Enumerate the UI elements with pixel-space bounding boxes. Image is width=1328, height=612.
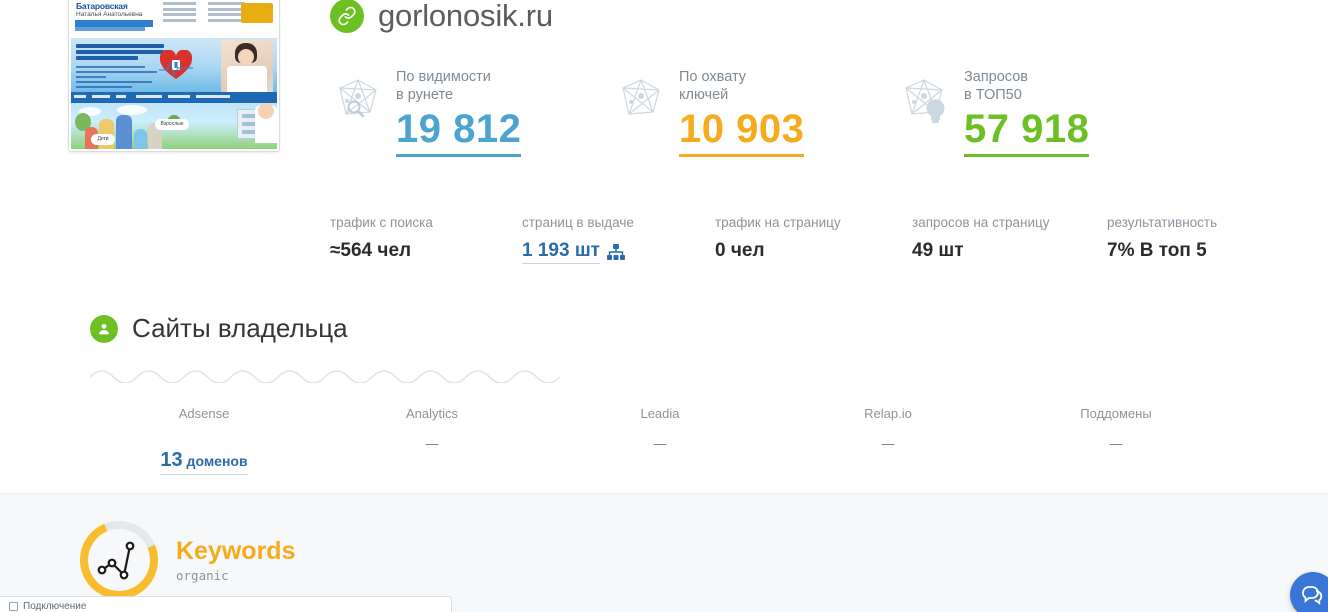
owner-column-subdomains-value: — [1109,436,1123,451]
stat-search-traffic-value: ≈564 чел [330,240,412,261]
domain-name[interactable]: gorlonosik.ru [378,0,553,33]
metric-keyword-coverage-value[interactable]: 10 903 [679,106,805,157]
top50-bulb-icon [905,79,945,123]
metric-visibility: По видимости в рунете 19 812 [330,68,613,157]
thumbnail-bubble-kids: Дети [91,134,115,145]
thumbnail-hero [71,38,277,102]
thumbnail-header: Батаровская Наталья Анатольевна [71,0,277,38]
thumbnail-title-strip-2 [75,27,145,31]
site-thumbnail[interactable]: Батаровская Наталья Анатольевна [68,0,280,152]
owner-column-analytics: Analytics — [318,406,546,475]
thumbnail-cta-button [241,3,273,23]
metric-visibility-value[interactable]: 19 812 [396,106,522,157]
thumbnail-illustration: Дети Взрослые [71,102,277,149]
stat-traffic-per-page-value: 0 чел [715,240,765,261]
owner-column-relap: Relap.io — [774,406,1002,475]
stat-traffic-per-page-label: трафик на страницу [715,215,841,230]
thumbnail-hero-text [76,44,164,91]
wave-divider [90,370,560,383]
thumbnail-heart-icon [159,50,193,79]
owner-column-relap-value: — [881,436,895,451]
thumbnail-nav [71,92,277,103]
link-icon [330,0,364,33]
owner-column-subdomains: Поддомены — [1002,406,1230,475]
stat-effectiveness-label: результативность [1107,215,1218,230]
owner-column-leadia-label: Leadia [640,406,680,421]
select-all-checkbox[interactable] [9,602,18,611]
chat-bubbles-icon[interactable] [1290,572,1328,612]
owner-column-leadia-value: — [653,436,667,451]
metric-visibility-label: По видимости в рунете [396,69,491,103]
visibility-network-icon [339,79,377,118]
thumbnail-doctor-surname: Батаровская [76,1,128,11]
owner-sites-title: Сайты владельца [132,313,348,343]
owner-sites-header: Сайты владельца [90,313,348,344]
stat-pages-in-serp: страниц в выдаче 1 193 шт [522,214,715,264]
thumbnail-doctor-name: Наталья Анатольевна [76,11,143,18]
owner-sites-columns: Adsense 13 доменов Analytics — Leadia — … [90,406,1250,475]
keywords-subtitle: organic [176,567,229,583]
owner-column-analytics-label: Analytics [405,406,459,421]
domain-header: gorlonosik.ru [330,0,553,34]
primary-metrics: По видимости в рунете 19 812 По охвату к… [330,68,1090,157]
site-thumbnail-image: Батаровская Наталья Анатольевна [71,0,277,149]
secondary-metrics: трафик с поиска ≈564 чел страниц в выдач… [330,214,1217,264]
metric-top50-label: Запросов в ТОП50 [964,69,1028,103]
owner-column-adsense: Adsense 13 доменов [90,406,318,475]
stat-queries-per-page-value: 49 шт [912,240,964,261]
stat-effectiveness: результативность 7% В топ 5 [1107,214,1217,264]
thumbnail-contacts [163,2,245,24]
owner-column-adsense-label: Adsense [178,406,230,421]
keywords-branding: Keywords organic [78,519,295,601]
owner-column-adsense-value[interactable]: 13 доменов [160,449,248,475]
bottom-sheet-label: Подключение [23,601,87,612]
sitemap-icon[interactable] [606,244,625,260]
stat-queries-per-page: запросов на страницу 49 шт [912,214,1107,264]
stat-search-traffic-label: трафик с поиска [330,215,433,230]
owner-column-relap-label: Relap.io [864,406,912,421]
metric-keyword-coverage: По охвату ключей 10 903 [613,68,898,157]
thumbnail-bubble-adults: Взрослые [155,118,189,130]
thumbnail-title-strip [75,20,153,27]
keywords-title: Keywords [176,536,296,565]
keywords-panel: Keywords organic В топ 1 741 В топ 3 2 3… [0,493,1328,612]
stat-traffic-per-page: трафик на страницу 0 чел [715,214,912,264]
owner-column-subdomains-label: Поддомены [1080,406,1152,421]
line-chart-icon [97,541,135,580]
metric-top50: Запросов в ТОП50 57 918 [898,68,1090,157]
stat-pages-in-serp-value[interactable]: 1 193 шт [522,240,600,264]
user-icon [90,314,118,343]
owner-column-leadia: Leadia — [546,406,774,475]
stat-queries-per-page-label: запросов на страницу [912,215,1050,230]
metric-top50-value[interactable]: 57 918 [964,106,1090,157]
stat-search-traffic: трафик с поиска ≈564 чел [330,214,522,264]
metric-keyword-coverage-label: По охвату ключей [679,69,747,103]
stat-effectiveness-value: 7% В топ 5 [1107,240,1207,261]
owner-column-analytics-value: — [425,436,439,451]
keywords-network-icon [622,79,660,115]
bottom-sheet: Подключение [0,596,452,612]
keywords-ring [78,519,160,601]
stat-pages-in-serp-label: страниц в выдаче [522,215,634,230]
